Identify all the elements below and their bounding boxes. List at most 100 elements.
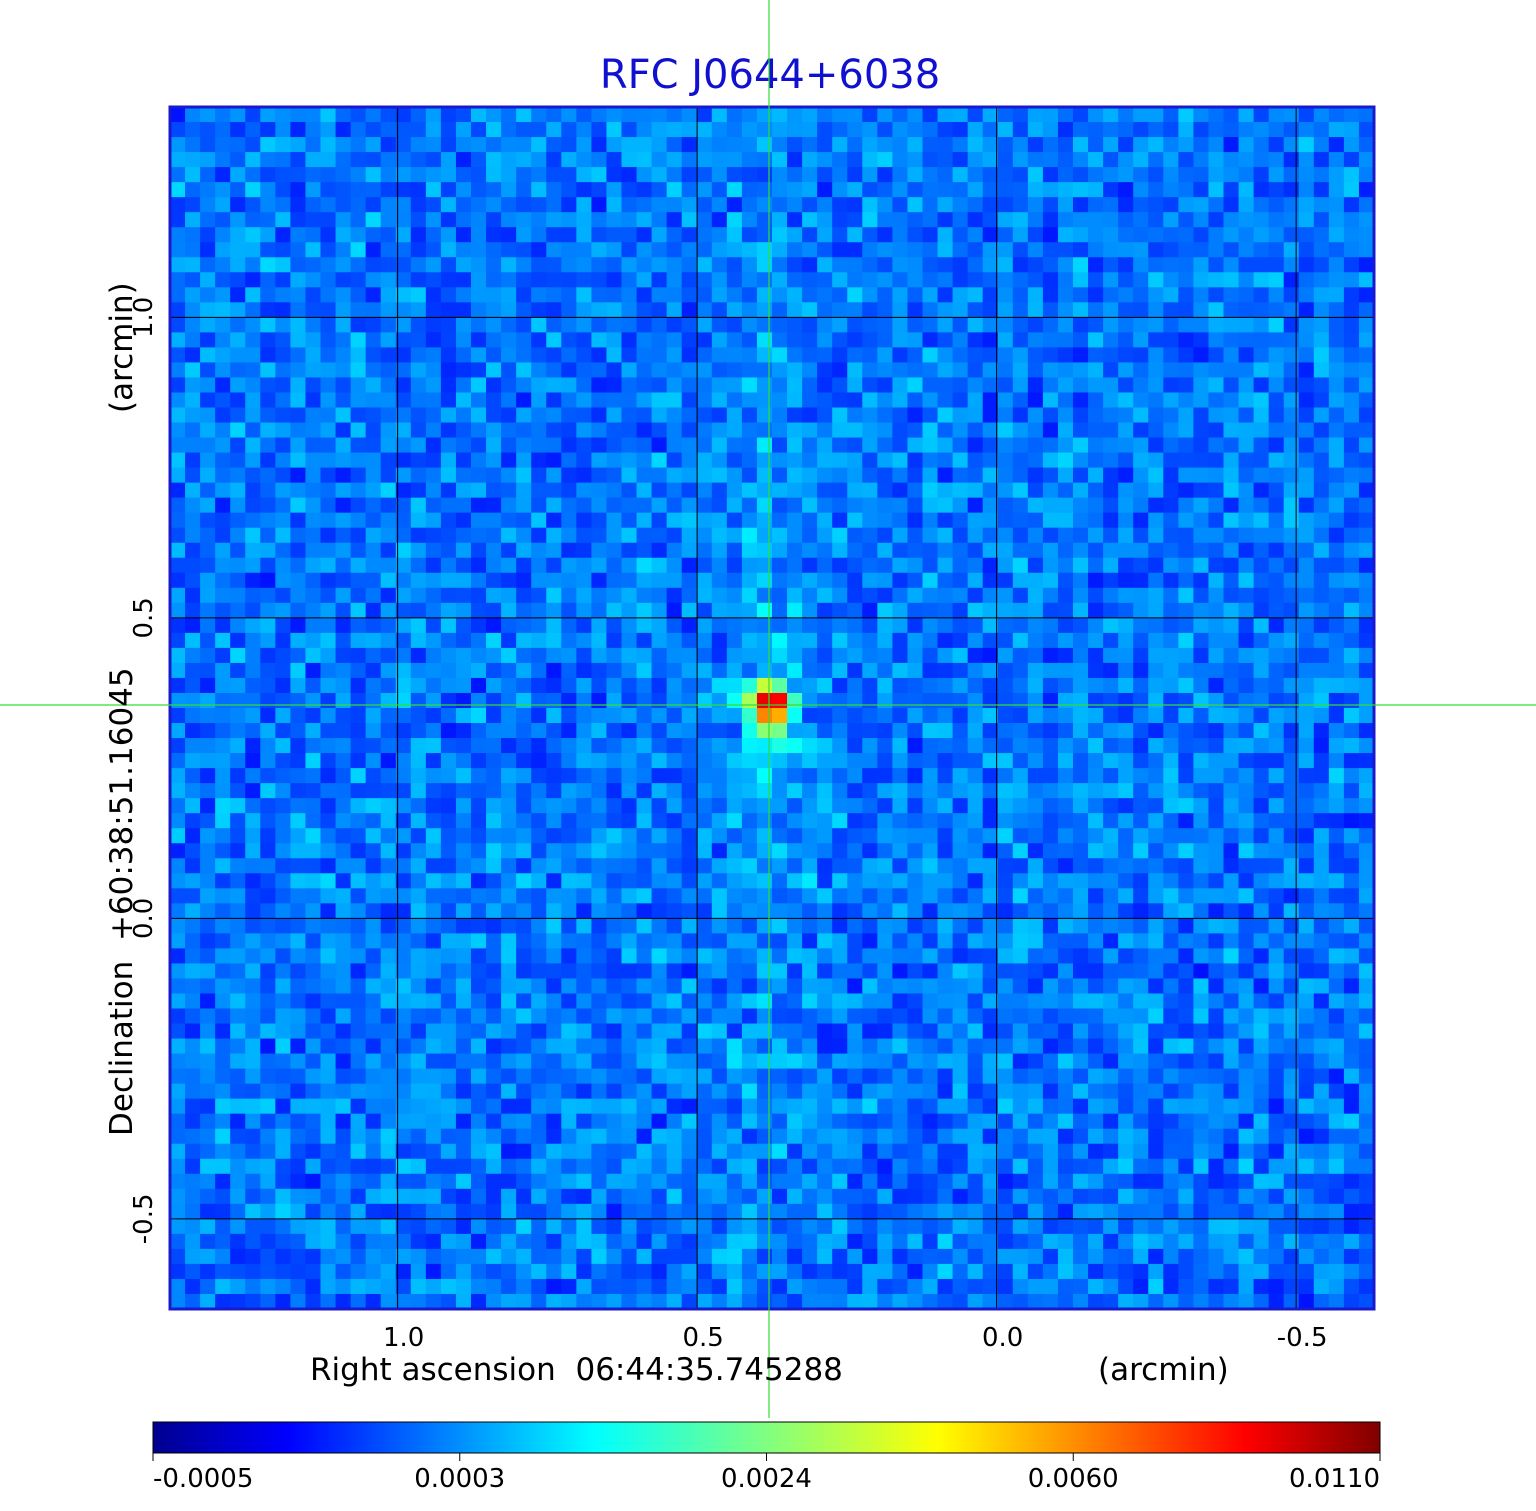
heatmap-cell (1208, 602, 1225, 619)
heatmap-cell (967, 392, 984, 409)
heatmap-cell (516, 317, 532, 333)
heatmap-cell (1073, 1008, 1089, 1025)
heatmap-cell (1148, 692, 1164, 709)
heatmap-cell (486, 182, 502, 198)
heatmap-cell (501, 512, 517, 529)
heatmap-cell (486, 1038, 502, 1055)
heatmap-cell (486, 497, 502, 514)
heatmap-cell (681, 843, 698, 859)
heatmap-cell (606, 422, 623, 439)
heatmap-cell (1118, 482, 1134, 499)
heatmap-cell (726, 542, 743, 559)
heatmap-cell (455, 753, 472, 769)
heatmap-cell (1313, 227, 1330, 243)
heatmap-cell (1253, 843, 1270, 859)
heatmap-cell (335, 557, 352, 574)
heatmap-cell (365, 677, 382, 694)
heatmap-cell (997, 798, 1014, 814)
heatmap-cell (320, 317, 337, 333)
heatmap-cell (1012, 437, 1029, 454)
heatmap-cell (425, 287, 442, 303)
heatmap-cell (726, 1023, 743, 1040)
heatmap-cell (365, 242, 382, 258)
heatmap-cell (260, 512, 276, 529)
heatmap-cell (832, 512, 848, 529)
heatmap-cell (1208, 437, 1225, 454)
heatmap-cell (1238, 738, 1255, 754)
heatmap-cell (546, 692, 562, 709)
heatmap-cell (696, 903, 713, 919)
heatmap-cell (200, 137, 216, 153)
heatmap-cell (380, 813, 397, 829)
heatmap-cell (756, 858, 773, 874)
heatmap-cell (320, 617, 337, 634)
heatmap-cell (501, 948, 517, 965)
heatmap-cell (1027, 302, 1044, 318)
heatmap-cell (501, 873, 517, 889)
heatmap-cell (741, 602, 758, 619)
heatmap-cell (230, 1023, 246, 1040)
heatmap-cell (1178, 317, 1194, 333)
heatmap-cell (516, 497, 532, 514)
heatmap-cell (1253, 137, 1270, 153)
heatmap-cell (666, 407, 683, 424)
heatmap-cell (952, 677, 969, 694)
heatmap-cell (1057, 437, 1074, 454)
heatmap-cell (185, 257, 201, 273)
heatmap-cell (1148, 993, 1164, 1010)
heatmap-cell (1088, 753, 1104, 769)
heatmap-cell (1253, 257, 1270, 273)
heatmap-cell (546, 873, 562, 889)
heatmap-cell (395, 677, 412, 694)
heatmap-cell (425, 798, 442, 814)
heatmap-cell (1313, 888, 1330, 904)
heatmap-cell (546, 903, 562, 919)
heatmap-cell (787, 692, 803, 709)
heatmap-cell (260, 662, 276, 679)
heatmap-cell (1163, 452, 1179, 469)
heatmap-cell (486, 557, 502, 574)
heatmap-cell (501, 978, 517, 995)
heatmap-cell (561, 182, 577, 198)
heatmap-cell (952, 392, 969, 409)
heatmap-cell (1208, 242, 1225, 258)
heatmap-cell (832, 107, 848, 123)
heatmap-cell (997, 212, 1014, 228)
heatmap-cell (350, 467, 367, 484)
heatmap-cell (892, 933, 909, 950)
heatmap-cell (1343, 272, 1360, 288)
heatmap-cell (455, 452, 472, 469)
heatmap-cell (230, 407, 246, 424)
heatmap-cell (455, 828, 472, 844)
heatmap-cell (1208, 813, 1225, 829)
heatmap-cell (486, 903, 502, 919)
heatmap-cell (1238, 903, 1255, 919)
heatmap-cell (666, 708, 683, 724)
heatmap-cell (1042, 963, 1059, 980)
heatmap-cell (636, 482, 653, 499)
heatmap-cell (997, 677, 1014, 694)
heatmap-cell (320, 392, 337, 409)
heatmap-cell (666, 122, 683, 138)
heatmap-cell (1042, 873, 1059, 889)
heatmap-cell (185, 873, 201, 889)
heatmap-cell (802, 347, 818, 364)
heatmap-cell (185, 212, 201, 228)
heatmap-cell (772, 933, 788, 950)
heatmap-cell (741, 813, 758, 829)
heatmap-cell (1313, 107, 1330, 123)
heatmap-cell (1178, 362, 1194, 379)
heatmap-cell (1283, 888, 1300, 904)
heatmap-cell (185, 647, 201, 664)
heatmap-cell (365, 948, 382, 965)
heatmap-cell (471, 993, 487, 1010)
heatmap-cell (802, 798, 818, 814)
heatmap-cell (1148, 647, 1164, 664)
heatmap-cell (1193, 332, 1210, 349)
heatmap-cell (1298, 512, 1315, 529)
heatmap-cell (907, 692, 924, 709)
heatmap-cell (425, 602, 442, 619)
heatmap-cell (711, 933, 728, 950)
heatmap-cell (486, 122, 502, 138)
heatmap-cell (1313, 572, 1330, 589)
